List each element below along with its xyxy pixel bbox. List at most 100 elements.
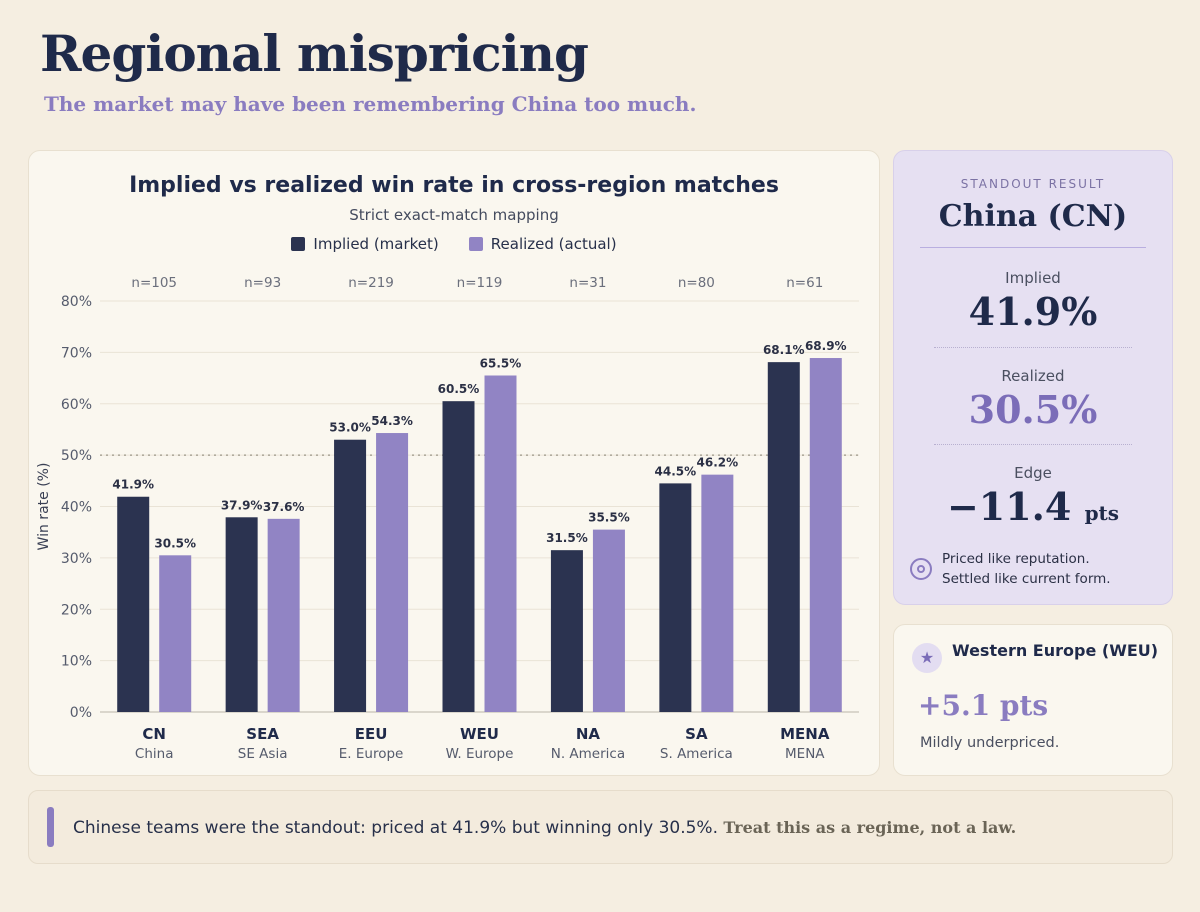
x-tick-label: NA (576, 725, 601, 743)
bar-implied (442, 401, 475, 712)
footer-emphasis: Treat this as a regime, not a law. (723, 818, 1017, 837)
data-label: 53.0% (329, 421, 371, 435)
footer-main-text: Chinese teams were the standout: priced … (73, 818, 718, 838)
data-label: 68.9% (805, 339, 847, 353)
y-tick-label: 80% (61, 294, 92, 310)
bar-implied (334, 439, 367, 712)
data-label: 54.3% (371, 414, 413, 428)
y-tick-label: 0% (70, 705, 92, 721)
data-label: 35.5% (588, 511, 630, 525)
star-icon: ★ (912, 643, 942, 673)
standout-name: China (CN) (938, 199, 1128, 234)
weu-name: Western Europe (WEU) (952, 641, 1159, 660)
divider (934, 444, 1132, 445)
y-tick-label: 40% (61, 500, 92, 516)
data-label: 31.5% (546, 531, 588, 545)
bar-chart: 0% 10% 20% 30% 40% 50% 60% 70% 80% Win rate (%) n=… (36, 275, 859, 762)
y-tick-label: 50% (61, 448, 92, 464)
implied-value: 41.9% (968, 289, 1098, 334)
data-label: 41.9% (112, 478, 154, 492)
page-title: Regional mispricing (40, 24, 589, 83)
x-tick-sublabel: SE Asia (238, 746, 288, 762)
chart-legend: Implied (market) Realized (actual) (29, 235, 879, 253)
bar-implied (659, 483, 692, 712)
sample-size-label: n=119 (457, 275, 503, 291)
sample-size-label: n=61 (786, 275, 823, 291)
sample-size-label: n=93 (244, 275, 281, 291)
bar-realized (701, 474, 734, 712)
sample-size-label: n=219 (348, 275, 394, 291)
data-label: 37.9% (221, 498, 263, 512)
y-axis-label: Win rate (%) (36, 463, 52, 551)
bar-implied (225, 517, 258, 712)
weu-note: Mildly underpriced. (920, 735, 1060, 751)
x-tick-label: SEA (246, 725, 279, 743)
y-tick-label: 10% (61, 654, 92, 670)
x-tick-label: SA (685, 725, 708, 743)
chart-card: Implied vs realized win rate in cross-re… (28, 150, 880, 776)
weu-card: ★ Western Europe (WEU) +5.1 pts Mildly u… (893, 624, 1173, 776)
y-tick-label: 30% (61, 551, 92, 567)
chart-title: Implied vs realized win rate in cross-re… (129, 173, 779, 198)
x-tick-label: CN (142, 725, 166, 743)
footer-accent-bar (47, 807, 54, 847)
x-tick-sublabel: S. America (660, 746, 733, 762)
y-tick-label: 70% (61, 345, 92, 361)
legend-item-realized: Realized (actual) (468, 235, 617, 253)
divider (934, 347, 1132, 348)
weu-value: +5.1 pts (918, 689, 1049, 722)
note-line-2: Settled like current form. (942, 571, 1111, 587)
edge-number: −11.4 (946, 484, 1072, 529)
y-tick-label: 60% (61, 397, 92, 413)
implied-label: Implied (1005, 269, 1061, 287)
bar-implied (767, 362, 800, 712)
bar-implied (117, 496, 150, 712)
x-tick-sublabel: W. Europe (446, 746, 514, 762)
divider (920, 247, 1146, 248)
edge-value: −11.4 pts (894, 484, 1172, 529)
data-label: 68.1% (763, 343, 805, 357)
legend-swatch-realized (468, 237, 483, 251)
sample-size-label: n=105 (131, 275, 177, 291)
bar-implied (550, 550, 583, 712)
chart-subtitle: Strict exact-match mapping (349, 206, 559, 224)
legend-label-implied: Implied (market) (313, 235, 439, 253)
realized-label: Realized (1001, 367, 1065, 385)
bar-realized (267, 518, 300, 712)
x-tick-sublabel: E. Europe (339, 746, 404, 762)
data-label: 60.5% (438, 382, 480, 396)
x-tick-label: EEU (355, 725, 388, 743)
y-tick-label: 20% (61, 602, 92, 618)
footer-card: Chinese teams were the standout: priced … (28, 790, 1173, 864)
data-label: 37.6% (263, 500, 305, 514)
bar-realized (484, 375, 517, 712)
bar-realized (592, 529, 625, 712)
realized-value: 30.5% (968, 387, 1098, 432)
x-tick-label: MENA (780, 725, 830, 743)
target-icon (910, 558, 932, 580)
legend-item-implied: Implied (market) (291, 235, 439, 253)
footer-text: Chinese teams were the standout: priced … (73, 818, 1016, 838)
x-tick-sublabel: MENA (785, 746, 825, 762)
data-label: 65.5% (480, 356, 522, 370)
bar-realized (376, 433, 409, 712)
x-tick-label: WEU (460, 725, 499, 743)
bar-realized (809, 358, 842, 712)
sample-size-label: n=31 (569, 275, 606, 291)
bar-realized (159, 555, 192, 712)
sample-size-label: n=80 (678, 275, 715, 291)
standout-card: STANDOUT RESULT China (CN) Implied 41.9%… (893, 150, 1173, 605)
note-line-1: Priced like reputation. (942, 551, 1090, 567)
x-tick-sublabel: China (135, 746, 174, 762)
data-label: 46.2% (697, 456, 739, 470)
standout-label: STANDOUT RESULT (960, 177, 1106, 191)
page-subtitle: The market may have been remembering Chi… (44, 92, 697, 116)
standout-note: Priced like reputation. Settled like cur… (910, 549, 1111, 589)
legend-label-realized: Realized (actual) (490, 235, 617, 253)
data-label: 44.5% (655, 464, 697, 478)
x-tick-sublabel: N. America (551, 746, 625, 762)
data-label: 30.5% (154, 536, 196, 550)
edge-label: Edge (1014, 464, 1052, 482)
legend-swatch-implied (291, 237, 306, 251)
edge-unit: pts (1084, 501, 1120, 525)
